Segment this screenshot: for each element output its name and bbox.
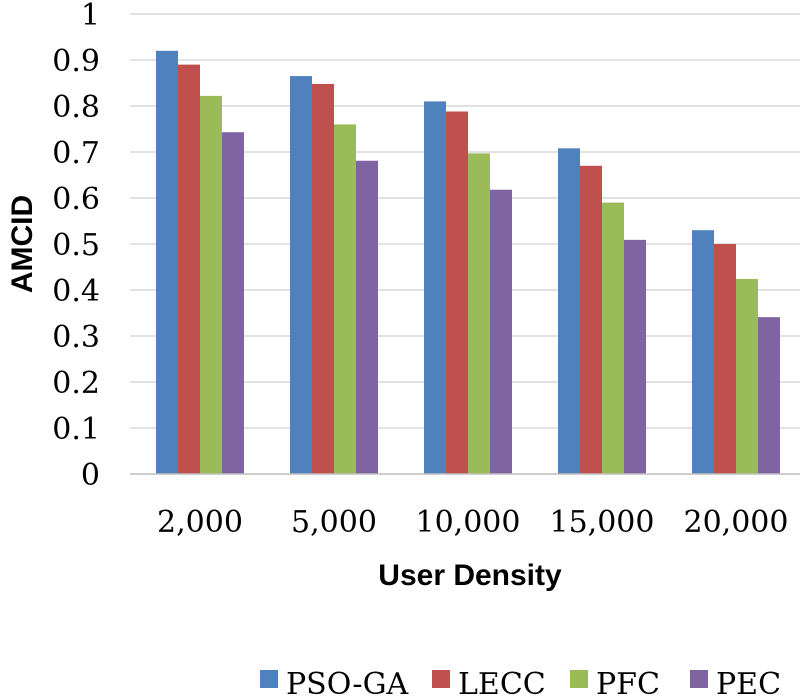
bar-pfc-1 (334, 124, 356, 475)
bar-pfc-0 (200, 95, 222, 474)
y-tick-label: 0 (81, 458, 100, 493)
y-tick-label: 0.1 (52, 412, 100, 447)
y-tick-label: 0.3 (52, 320, 100, 355)
bar-pec-3 (624, 239, 646, 474)
y-tick-label: 1 (81, 0, 100, 33)
x-tick-label: 15,000 (550, 505, 655, 540)
x-tick-label: 10,000 (416, 505, 521, 540)
y-tick-label: 0.5 (52, 228, 100, 263)
legend-swatch-pso-ga (260, 670, 278, 688)
y-axis-title: AMCID (6, 195, 39, 293)
y-tick-label: 0.8 (52, 90, 100, 125)
bar-pfc-2 (468, 153, 490, 474)
bar-pec-0 (222, 132, 244, 474)
bar-pso-ga-0 (156, 50, 178, 475)
y-tick-label: 0.9 (52, 44, 100, 79)
x-tick-label: 20,000 (684, 505, 789, 540)
x-axis-ticks: 2,000 5,000 10,000 15,000 20,000 (157, 505, 788, 540)
x-tick-label: 2,000 (157, 505, 243, 540)
legend-label-pfc: PFC (596, 667, 660, 696)
legend-swatch-pfc (570, 670, 588, 688)
legend-swatch-lecc (432, 670, 450, 688)
bar-pso-ga-2 (424, 101, 446, 475)
legend-label-lecc: LECC (458, 667, 546, 696)
y-tick-label: 0.4 (52, 274, 100, 309)
y-tick-label: 0.2 (52, 366, 100, 401)
bar-lecc-4 (714, 244, 736, 474)
y-tick-label: 0.7 (52, 136, 100, 171)
bar-pfc-3 (602, 202, 624, 474)
legend: PSO-GA LECC PFC PEC (260, 667, 781, 696)
y-tick-label: 0.6 (52, 182, 100, 217)
x-tick-label: 5,000 (291, 505, 377, 540)
legend-swatch-pec (690, 670, 708, 688)
legend-label-pec: PEC (716, 667, 781, 696)
bar-lecc-1 (312, 83, 334, 475)
bar-pso-ga-3 (558, 148, 580, 474)
bar-pec-1 (356, 160, 378, 475)
bars (156, 50, 780, 475)
bar-lecc-0 (178, 64, 200, 474)
x-axis-title: User Density (378, 559, 562, 592)
y-axis-ticks: 0 0.1 0.2 0.3 0.4 0.5 0.6 0.7 0.8 0.9 1 (52, 0, 100, 493)
bar-lecc-3 (580, 165, 602, 475)
bar-lecc-2 (446, 111, 468, 475)
legend-label-pso-ga: PSO-GA (286, 667, 409, 696)
bar-pfc-4 (736, 278, 758, 474)
bar-pec-4 (758, 317, 780, 474)
bar-pso-ga-4 (692, 230, 714, 474)
bar-pec-2 (490, 189, 512, 474)
bar-pso-ga-1 (290, 76, 312, 474)
